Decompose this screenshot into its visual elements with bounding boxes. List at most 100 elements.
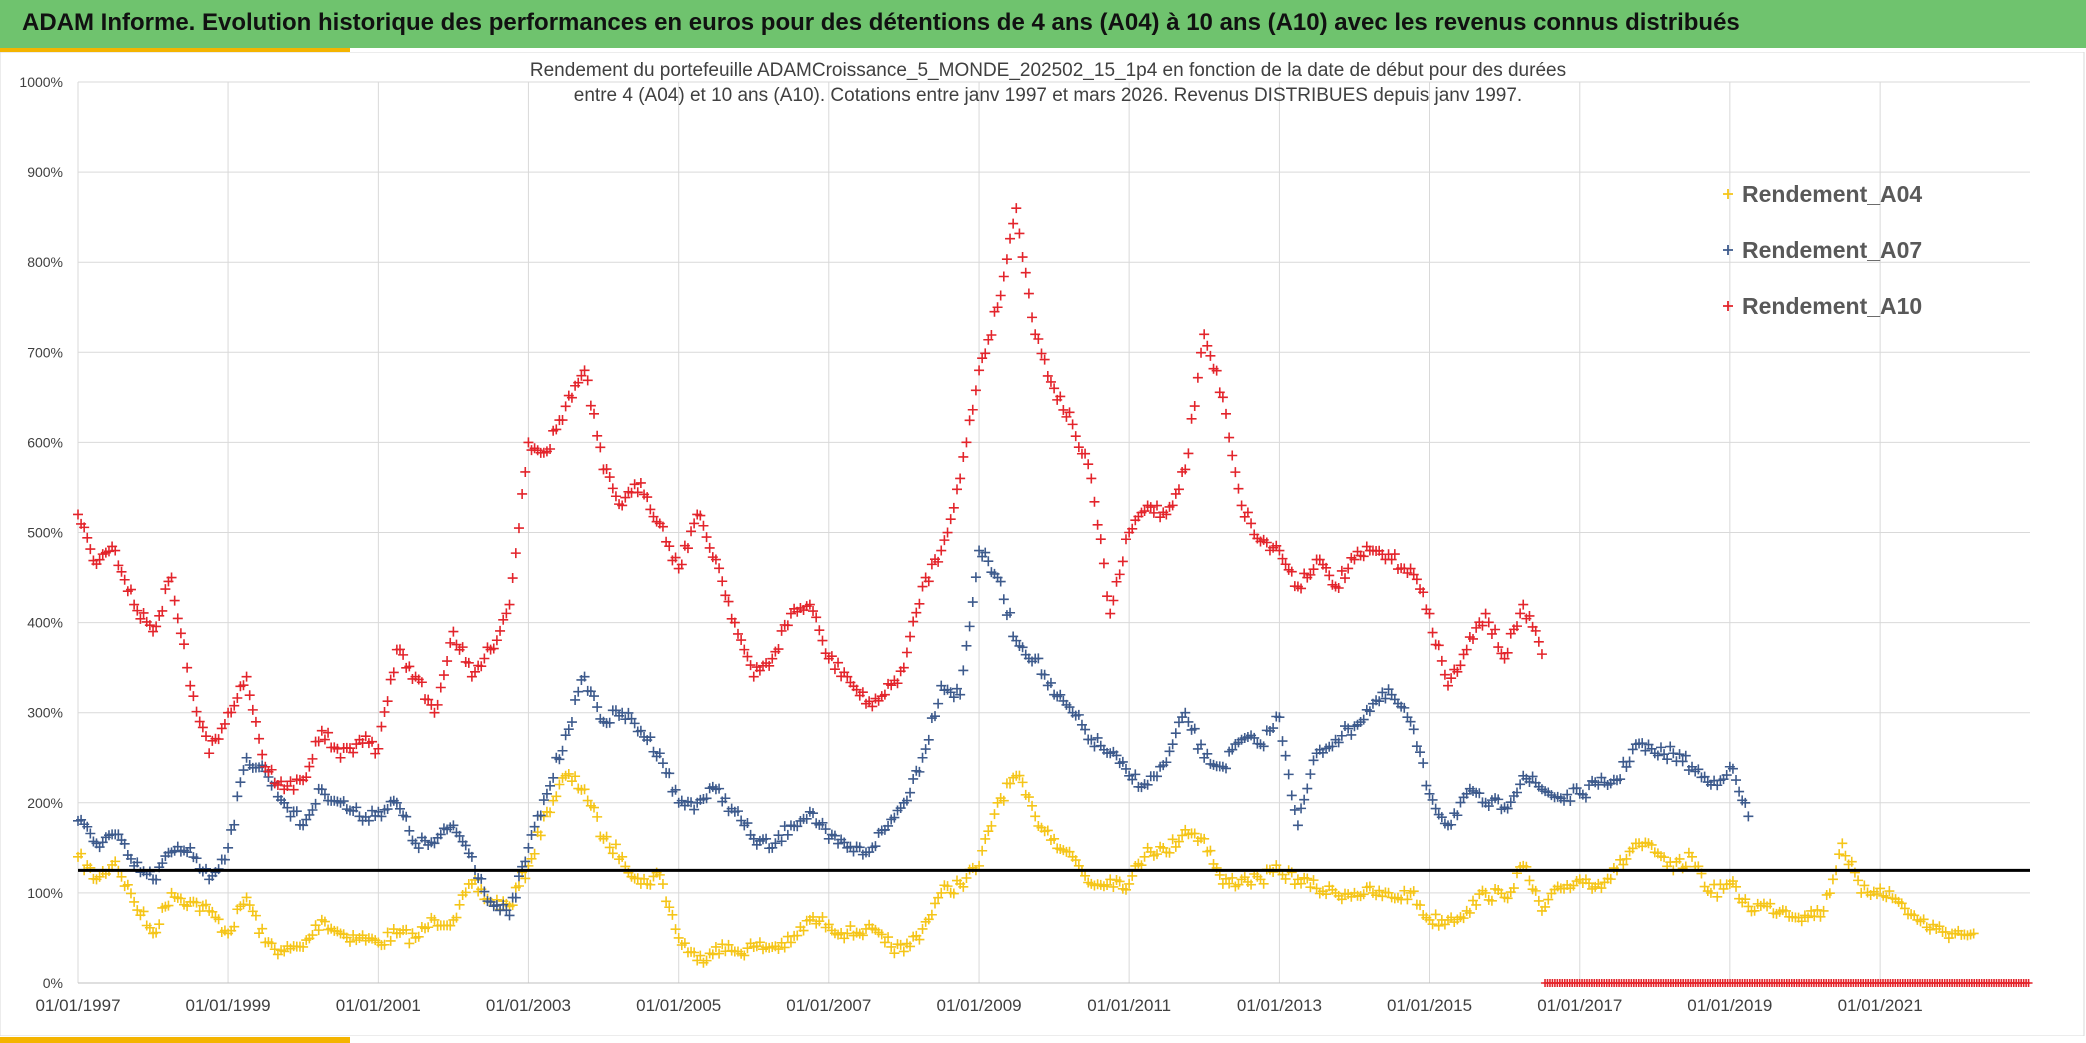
point-fill	[776, 836, 787, 847]
banner-title: ADAM Informe. Evolution historique des p…	[22, 9, 1740, 36]
point-fill	[1042, 370, 1053, 381]
point-fill	[610, 839, 621, 850]
point-fill	[1227, 744, 1238, 755]
data-point	[917, 581, 928, 592]
point-fill	[232, 693, 243, 704]
data-point	[654, 748, 665, 759]
point-fill	[1027, 800, 1038, 811]
point-fill	[739, 644, 750, 655]
point-fill	[670, 784, 681, 795]
point-fill	[495, 625, 506, 636]
point-fill	[1408, 886, 1419, 897]
point-fill	[886, 941, 897, 952]
point-fill	[548, 772, 559, 783]
point-fill	[1665, 741, 1676, 752]
point-fill	[1170, 728, 1181, 739]
point-fill	[995, 576, 1006, 587]
point-fill	[1286, 790, 1297, 801]
point-fill	[1027, 312, 1038, 323]
point-fill	[545, 807, 556, 818]
data-point	[748, 671, 759, 682]
point-fill	[1343, 563, 1354, 574]
point-fill	[889, 812, 900, 823]
point-fill	[513, 523, 524, 534]
point-fill	[197, 722, 208, 733]
point-fill	[701, 532, 712, 543]
point-fill	[1271, 860, 1282, 871]
point-fill	[1055, 391, 1066, 402]
point-fill	[566, 717, 577, 728]
point-fill	[682, 543, 693, 554]
point-fill	[1621, 761, 1632, 772]
data-point	[129, 896, 140, 907]
legend: Rendement_A04 Rendement_A07 Rendement_A10	[1723, 181, 1922, 319]
point-fill	[79, 522, 90, 533]
data-point	[185, 680, 196, 691]
point-fill	[423, 922, 434, 933]
point-fill	[379, 706, 390, 717]
point-fill	[1017, 252, 1028, 263]
point-fill	[1080, 870, 1091, 881]
point-fill	[94, 554, 105, 565]
data-point	[448, 626, 459, 637]
point-fill	[1214, 387, 1225, 398]
point-fill	[1205, 845, 1216, 856]
point-fill	[1853, 875, 1864, 886]
data-point	[842, 671, 853, 682]
point-fill	[1302, 783, 1313, 794]
data-point	[804, 599, 815, 610]
point-fill	[1042, 825, 1053, 836]
point-fill	[382, 696, 393, 707]
point-fill	[1562, 789, 1573, 800]
point-fill	[689, 947, 700, 958]
point-fill	[1418, 587, 1429, 598]
point-fill	[732, 628, 743, 639]
point-fill	[889, 948, 900, 959]
point-fill	[476, 873, 487, 884]
point-fill	[570, 771, 581, 782]
point-fill	[182, 662, 193, 673]
data-point	[1386, 554, 1397, 565]
point-fill	[151, 927, 162, 938]
point-fill	[589, 691, 600, 702]
data-point	[504, 599, 515, 610]
data-point	[1049, 383, 1060, 394]
point-fill	[144, 922, 155, 933]
point-fill	[132, 857, 143, 868]
point-fill	[172, 613, 183, 624]
point-fill	[394, 644, 405, 655]
point-fill	[639, 873, 650, 884]
point-fill	[851, 684, 862, 695]
data-point	[842, 928, 853, 939]
point-fill	[1314, 554, 1325, 565]
point-fill	[116, 566, 127, 577]
point-fill	[986, 329, 997, 340]
point-fill	[191, 853, 202, 864]
point-fill	[1227, 450, 1238, 461]
data-point	[110, 856, 121, 867]
point-fill	[1346, 729, 1357, 740]
data-point	[129, 599, 140, 610]
point-fill	[413, 843, 424, 854]
data-point	[1668, 748, 1679, 759]
point-fill	[801, 813, 812, 824]
point-fill	[144, 620, 155, 631]
point-fill	[1261, 537, 1272, 548]
data-point	[1142, 779, 1153, 790]
point-fill	[723, 939, 734, 950]
point-fill	[1242, 507, 1253, 518]
point-fill	[1008, 218, 1019, 229]
point-fill	[607, 848, 618, 859]
point-fill	[554, 779, 565, 790]
chart-title-line2: entre 4 (A04) et 10 ans (A10). Cotations…	[574, 85, 1522, 106]
point-fill	[304, 761, 315, 772]
point-fill	[573, 377, 584, 388]
point-fill	[1918, 914, 1929, 925]
point-fill	[589, 802, 600, 813]
point-fill	[782, 620, 793, 631]
point-fill	[664, 902, 675, 913]
data-point	[1536, 649, 1547, 660]
point-fill	[1418, 758, 1429, 769]
point-fill	[964, 621, 975, 632]
point-fill	[1070, 855, 1081, 866]
